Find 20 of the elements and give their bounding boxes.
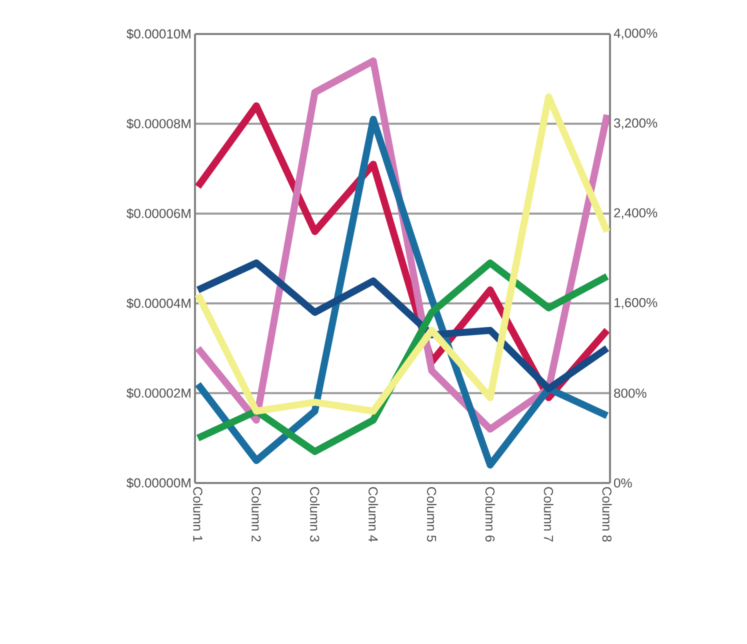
x-tick-label: Column 3: [310, 487, 320, 542]
y2-tick-label: 4,000%: [614, 28, 658, 40]
x-tick-label: Column 5: [426, 487, 437, 542]
y2-tick-label: 1,600%: [614, 298, 658, 309]
y-tick-label: $0.00004M: [126, 298, 190, 309]
x-tick-label: Column 8: [602, 487, 612, 542]
y2-tick-label: 3,200%: [614, 118, 658, 130]
x-tick-label: Column 1: [193, 487, 203, 542]
y-tick-label: $0.00000M: [126, 478, 190, 488]
y-tick-label: $0.00008M: [126, 118, 190, 130]
y2-tick-label: 800%: [614, 388, 646, 398]
x-tick-label: Column 6: [485, 487, 495, 542]
y-tick-label: $0.00002M: [126, 388, 190, 398]
x-tick-label: Column 7: [544, 487, 554, 542]
y2-tick-label: 0%: [614, 478, 632, 488]
y-tick-label: $0.00006M: [126, 208, 190, 219]
x-tick-label: Column 2: [252, 487, 262, 542]
y2-tick-label: 2,400%: [614, 208, 658, 219]
x-tick-label: Column 4: [368, 487, 378, 542]
y-tick-label: $0.00010M: [126, 28, 190, 40]
